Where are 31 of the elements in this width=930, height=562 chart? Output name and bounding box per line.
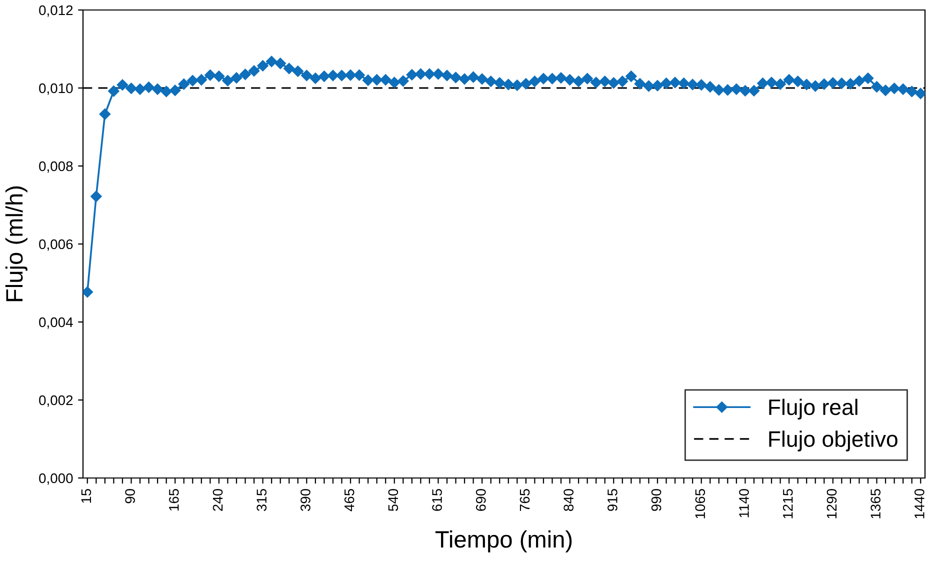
y-tick-label: 0,000 <box>39 473 73 485</box>
x-tick-label: 465 <box>344 488 354 512</box>
x-axis-title: Tiempo (min) <box>435 530 572 552</box>
x-tick-label: 540 <box>388 488 398 512</box>
y-tick-label: 0,002 <box>39 395 73 407</box>
x-tick-label: 1065 <box>695 488 706 518</box>
y-axis-title: Flujo (ml/h) <box>5 186 28 302</box>
y-tick-label: 0,008 <box>39 161 73 173</box>
x-tick-label: 915 <box>608 488 618 511</box>
legend-label: Flujo real <box>769 398 858 420</box>
y-tick-label: 0,010 <box>39 83 73 95</box>
x-tick-label: 390 <box>300 488 310 512</box>
x-tick-label: 1440 <box>914 488 924 518</box>
x-tick-label: 90 <box>125 488 135 504</box>
x-tick-label: 765 <box>520 488 530 511</box>
x-tick-label: 1140 <box>739 488 749 518</box>
x-tick-label: 990 <box>651 488 662 511</box>
x-tick-label: 15 <box>81 488 92 503</box>
x-tick-label: 1365 <box>870 488 880 518</box>
x-tick-label: 690 <box>476 488 486 511</box>
y-tick-label: 0,006 <box>39 239 73 251</box>
x-tick-label: 1215 <box>782 488 793 518</box>
x-tick-label: 240 <box>212 488 223 511</box>
x-tick-label: 615 <box>432 488 442 511</box>
y-tick-label: 0,004 <box>39 317 73 329</box>
legend-label: Flujo objetivo <box>769 430 898 452</box>
x-tick-label: 840 <box>564 488 574 511</box>
x-tick-label: 1290 <box>826 488 837 518</box>
y-tick-label: 0,012 <box>39 5 73 17</box>
x-tick-label: 315 <box>256 488 267 512</box>
x-tick-label: 165 <box>168 488 179 511</box>
